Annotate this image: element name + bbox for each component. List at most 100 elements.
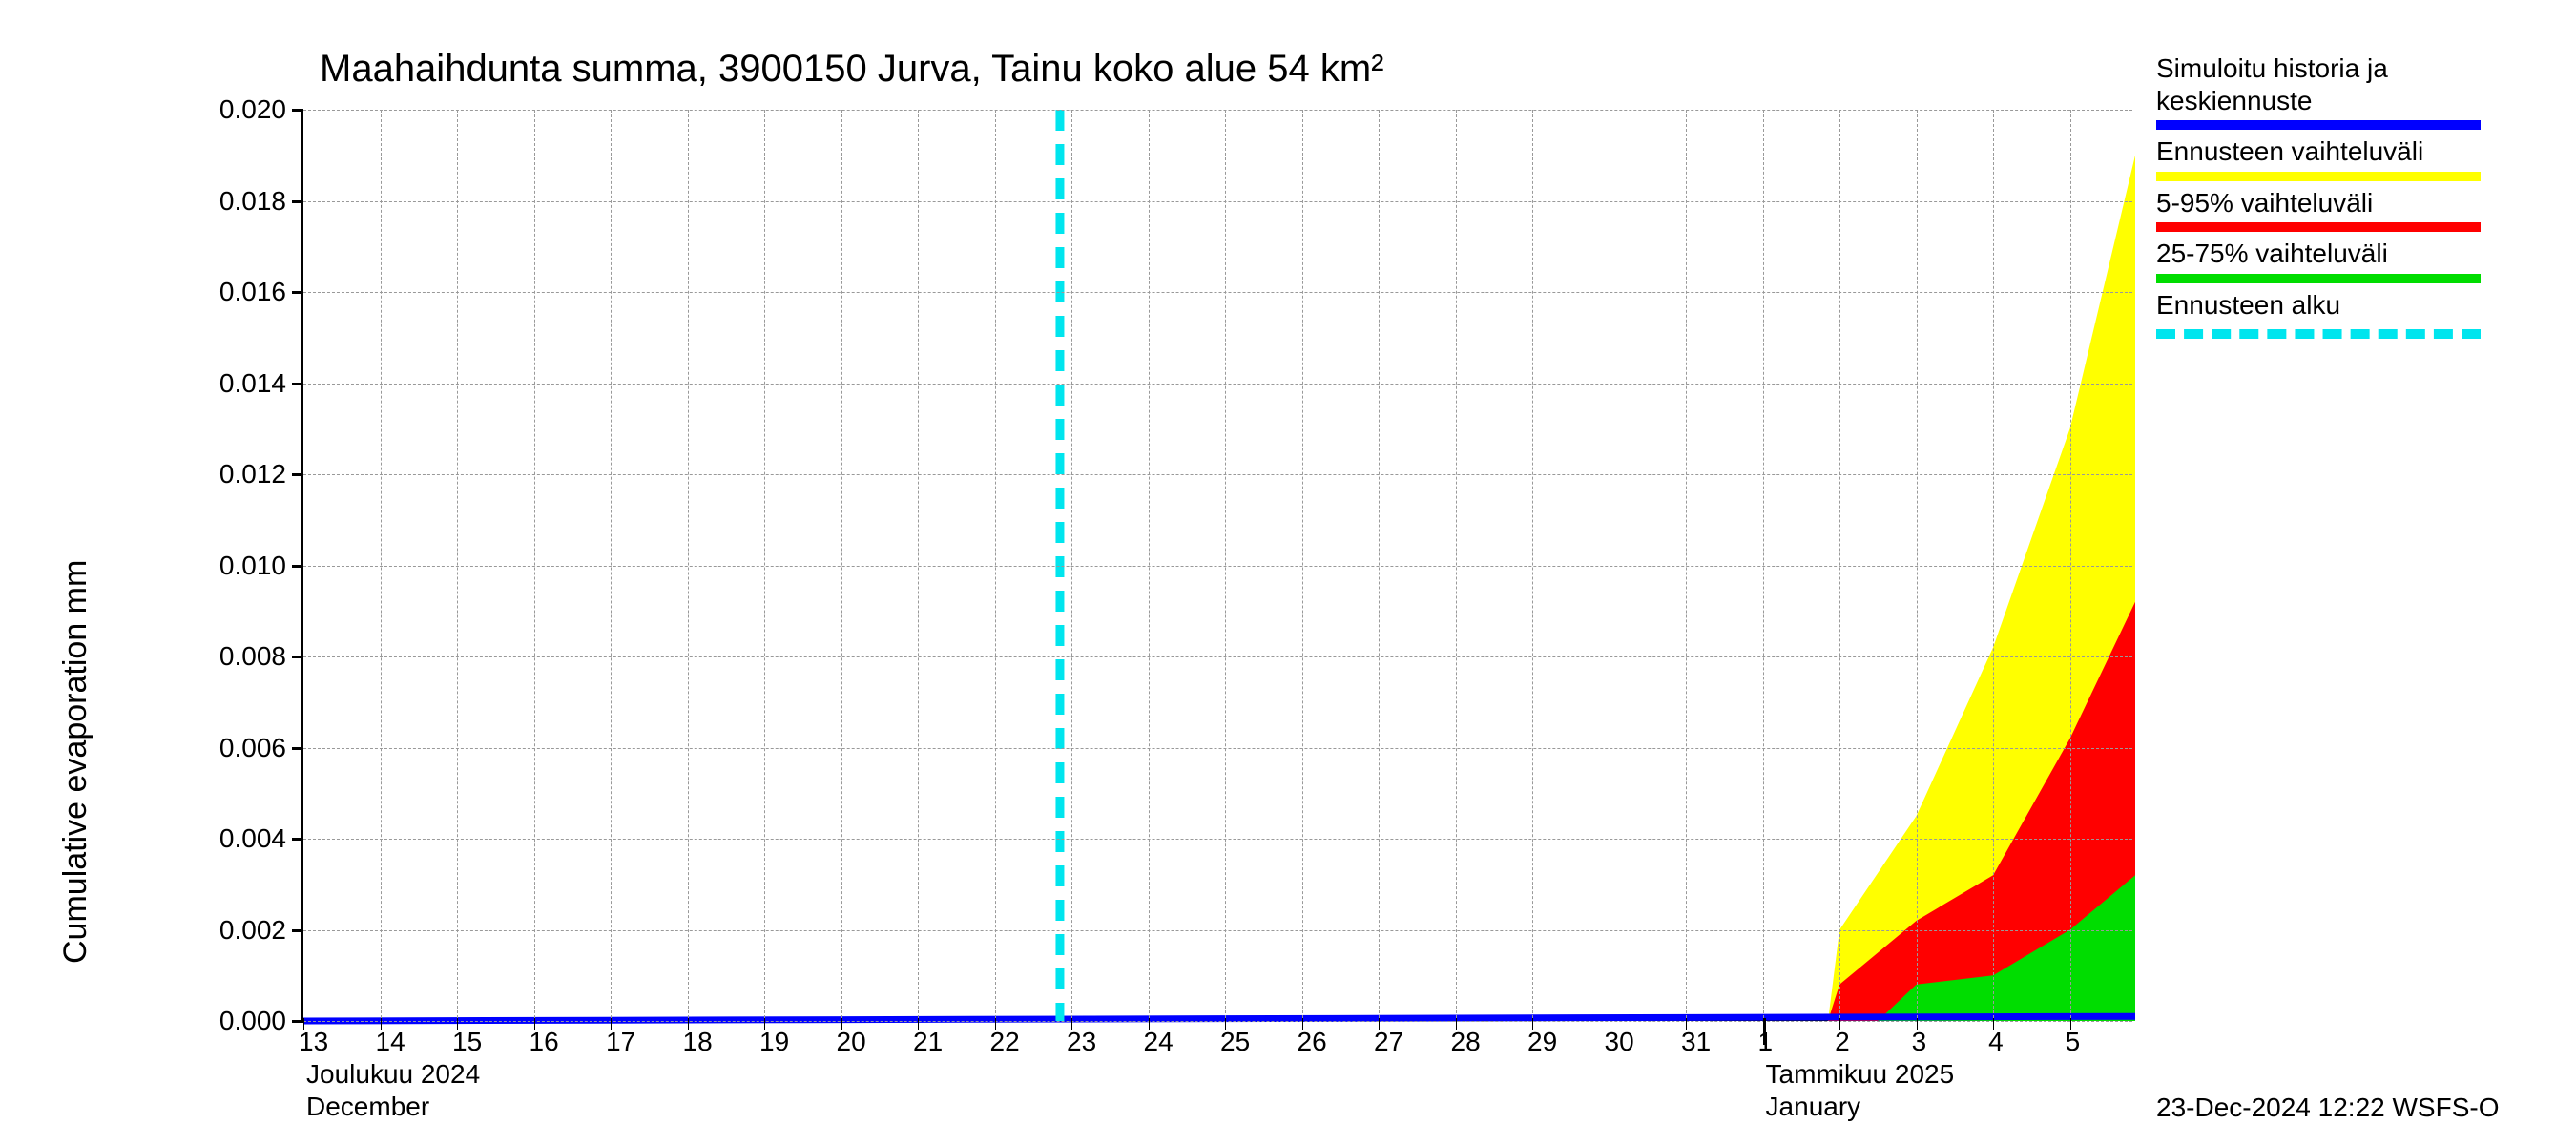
x-tick-label: 14 xyxy=(376,1027,405,1057)
x-tick-label: 17 xyxy=(606,1027,635,1057)
x-tick-label: 16 xyxy=(530,1027,559,1057)
legend-item: Ennusteen vaihteluväli xyxy=(2156,135,2481,181)
grid-line-v xyxy=(457,110,458,1018)
x-tick-label: 13 xyxy=(299,1027,328,1057)
grid-line-v xyxy=(1917,110,1918,1018)
y-tick xyxy=(292,838,303,841)
y-tick xyxy=(292,929,303,932)
legend-swatch xyxy=(2156,172,2481,181)
x-tick-label: 15 xyxy=(452,1027,482,1057)
legend-label: Simuloitu historia ja xyxy=(2156,52,2481,85)
legend-item: Simuloitu historia jakeskiennuste xyxy=(2156,52,2481,130)
x-tick-label: 2 xyxy=(1835,1027,1850,1057)
month-label: January xyxy=(1766,1092,1861,1122)
x-tick-label: 4 xyxy=(1988,1027,2004,1057)
chart-container: Maahaihdunta summa, 3900150 Jurva, Tainu… xyxy=(0,0,2576,1145)
legend-swatch xyxy=(2156,329,2481,339)
y-tick-label: 0.002 xyxy=(200,915,286,946)
grid-line-v xyxy=(381,110,382,1018)
x-tick-label: 25 xyxy=(1220,1027,1250,1057)
x-tick-label: 26 xyxy=(1298,1027,1327,1057)
grid-line-h xyxy=(303,474,2132,475)
grid-line-v xyxy=(1532,110,1533,1018)
x-tick-label: 22 xyxy=(990,1027,1020,1057)
y-tick-label: 0.018 xyxy=(200,186,286,217)
y-tick xyxy=(292,1020,303,1023)
y-tick-label: 0.006 xyxy=(200,733,286,763)
y-tick-label: 0.008 xyxy=(200,641,286,672)
grid-line-h xyxy=(303,292,2132,293)
y-tick-label: 0.000 xyxy=(200,1006,286,1036)
grid-line-v xyxy=(1993,110,1994,1018)
grid-line-h xyxy=(303,1021,2132,1022)
grid-line-v xyxy=(764,110,765,1018)
grid-line-h xyxy=(303,110,2132,111)
grid-line-v xyxy=(1763,110,1764,1018)
grid-line-h xyxy=(303,748,2132,749)
y-tick-label: 0.012 xyxy=(200,459,286,489)
legend-swatch xyxy=(2156,274,2481,283)
x-tick-label: 5 xyxy=(2066,1027,2081,1057)
y-tick xyxy=(292,473,303,476)
legend-swatch xyxy=(2156,222,2481,232)
y-tick xyxy=(292,656,303,658)
y-axis-label: Cumulative evaporation mm xyxy=(57,560,94,964)
grid-line-v xyxy=(1071,110,1072,1018)
x-tick-label: 23 xyxy=(1067,1027,1096,1057)
x-tick-label: 20 xyxy=(837,1027,866,1057)
x-tick-label: 1 xyxy=(1758,1027,1774,1057)
legend-label: keskiennuste xyxy=(2156,85,2481,117)
y-tick xyxy=(292,383,303,385)
x-tick-label: 21 xyxy=(913,1027,943,1057)
month-label: Joulukuu 2024 xyxy=(306,1059,480,1090)
plot-area xyxy=(301,110,2132,1021)
grid-line-h xyxy=(303,566,2132,567)
legend-swatch xyxy=(2156,120,2481,130)
grid-line-h xyxy=(303,656,2132,657)
x-tick-label: 30 xyxy=(1605,1027,1634,1057)
legend-label: Ennusteen alku xyxy=(2156,289,2481,322)
grid-line-v xyxy=(1686,110,1687,1018)
x-tick-label: 31 xyxy=(1681,1027,1711,1057)
grid-line-h xyxy=(303,930,2132,931)
grid-line-v xyxy=(1149,110,1150,1018)
x-tick-label: 28 xyxy=(1451,1027,1481,1057)
grid-line-h xyxy=(303,201,2132,202)
legend: Simuloitu historia jakeskiennuste Ennuste… xyxy=(2156,52,2481,344)
y-tick xyxy=(292,291,303,294)
month-label: Tammikuu 2025 xyxy=(1766,1059,1955,1090)
y-tick-label: 0.010 xyxy=(200,551,286,581)
footer-text: 23-Dec-2024 12:22 WSFS-O xyxy=(2156,1093,2500,1123)
chart-title: Maahaihdunta summa, 3900150 Jurva, Tainu… xyxy=(320,48,1384,91)
x-tick-label: 18 xyxy=(683,1027,713,1057)
x-tick-label: 29 xyxy=(1527,1027,1557,1057)
y-tick xyxy=(292,200,303,203)
grid-line-v xyxy=(534,110,535,1018)
x-tick-label: 24 xyxy=(1144,1027,1174,1057)
month-label: December xyxy=(306,1092,429,1122)
legend-item: Ennusteen alku xyxy=(2156,289,2481,339)
grid-line-v xyxy=(841,110,842,1018)
grid-line-v xyxy=(995,110,996,1018)
x-tick-label: 19 xyxy=(759,1027,789,1057)
y-tick xyxy=(292,565,303,568)
y-tick xyxy=(292,109,303,112)
legend-item: 5-95% vaihteluväli xyxy=(2156,187,2481,233)
grid-line-h xyxy=(303,384,2132,385)
y-tick-label: 0.016 xyxy=(200,277,286,307)
grid-line-h xyxy=(303,839,2132,840)
grid-line-v xyxy=(611,110,612,1018)
x-tick-label: 27 xyxy=(1374,1027,1403,1057)
grid-line-v xyxy=(1379,110,1380,1018)
y-tick-label: 0.014 xyxy=(200,368,286,399)
x-tick-label: 3 xyxy=(1912,1027,1927,1057)
grid-line-v xyxy=(688,110,689,1018)
grid-line-v xyxy=(1225,110,1226,1018)
y-tick-label: 0.020 xyxy=(200,94,286,125)
legend-label: Ennusteen vaihteluväli xyxy=(2156,135,2481,168)
legend-item: 25-75% vaihteluväli xyxy=(2156,238,2481,283)
legend-label: 25-75% vaihteluväli xyxy=(2156,238,2481,270)
grid-line-v xyxy=(1839,110,1840,1018)
grid-line-v xyxy=(2070,110,2071,1018)
grid-line-v xyxy=(1456,110,1457,1018)
